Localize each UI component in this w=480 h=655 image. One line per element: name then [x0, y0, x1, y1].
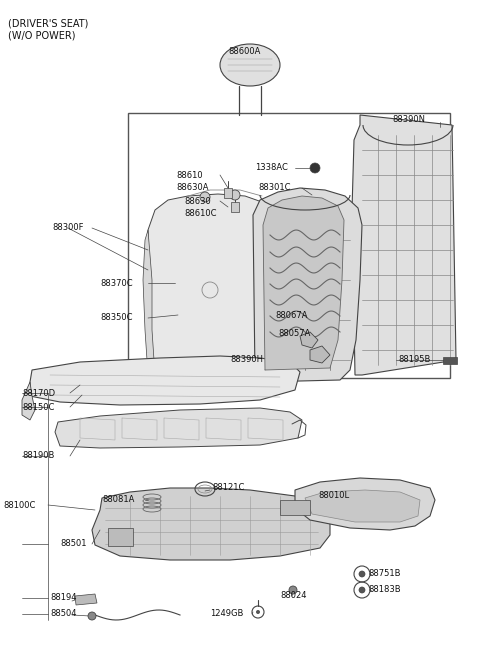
Text: (W/O POWER): (W/O POWER): [8, 30, 75, 40]
Polygon shape: [300, 332, 318, 348]
Bar: [443, 357, 457, 364]
Text: 88610: 88610: [176, 170, 203, 179]
Text: 88630A: 88630A: [176, 183, 208, 193]
Circle shape: [359, 587, 365, 593]
Polygon shape: [92, 488, 330, 560]
Circle shape: [289, 586, 297, 594]
Circle shape: [88, 612, 96, 620]
Text: 88501: 88501: [60, 540, 86, 548]
Bar: [224, 188, 232, 198]
Circle shape: [230, 190, 240, 200]
Text: 1338AC: 1338AC: [255, 164, 288, 172]
Circle shape: [256, 610, 260, 614]
Text: 88024: 88024: [280, 591, 307, 601]
Polygon shape: [143, 230, 155, 375]
Text: 88067A: 88067A: [275, 312, 308, 320]
Text: 88630: 88630: [184, 196, 211, 206]
Polygon shape: [148, 194, 272, 375]
Text: 88390N: 88390N: [392, 115, 425, 124]
Text: 88183B: 88183B: [368, 586, 401, 595]
Ellipse shape: [220, 44, 280, 86]
Text: 88300F: 88300F: [52, 223, 84, 233]
Text: (DRIVER'S SEAT): (DRIVER'S SEAT): [8, 18, 88, 28]
Bar: [128, 113, 450, 378]
Text: 88350C: 88350C: [100, 314, 132, 322]
Text: 88195B: 88195B: [398, 356, 431, 364]
Text: 88600A: 88600A: [228, 48, 260, 56]
Bar: [280, 500, 310, 515]
Text: 88370C: 88370C: [100, 278, 132, 288]
Polygon shape: [30, 356, 300, 405]
Text: 88301C: 88301C: [258, 183, 290, 193]
Circle shape: [200, 192, 210, 202]
Text: 88190B: 88190B: [22, 451, 54, 460]
Polygon shape: [352, 115, 456, 375]
Circle shape: [359, 571, 365, 577]
Bar: [231, 202, 239, 212]
Text: 88610C: 88610C: [184, 210, 216, 219]
Text: 88194: 88194: [50, 593, 76, 603]
Text: 88150C: 88150C: [22, 403, 54, 411]
Polygon shape: [295, 478, 435, 530]
Polygon shape: [253, 188, 362, 382]
Text: 88057A: 88057A: [278, 329, 311, 339]
Text: 88100C: 88100C: [3, 500, 36, 510]
Text: 88504: 88504: [50, 610, 76, 618]
Polygon shape: [310, 346, 330, 363]
Polygon shape: [22, 382, 35, 420]
Text: 88390H: 88390H: [230, 356, 263, 364]
Circle shape: [310, 163, 320, 173]
Polygon shape: [55, 408, 302, 448]
Polygon shape: [263, 196, 344, 370]
Text: 88121C: 88121C: [212, 483, 244, 493]
Bar: [108, 528, 133, 546]
Text: 1249GB: 1249GB: [210, 610, 243, 618]
Text: 88170D: 88170D: [22, 388, 55, 398]
Text: 88751B: 88751B: [368, 569, 400, 578]
Polygon shape: [305, 490, 420, 522]
Polygon shape: [75, 594, 97, 605]
Text: 88081A: 88081A: [102, 495, 134, 504]
Text: 88010L: 88010L: [318, 491, 349, 500]
